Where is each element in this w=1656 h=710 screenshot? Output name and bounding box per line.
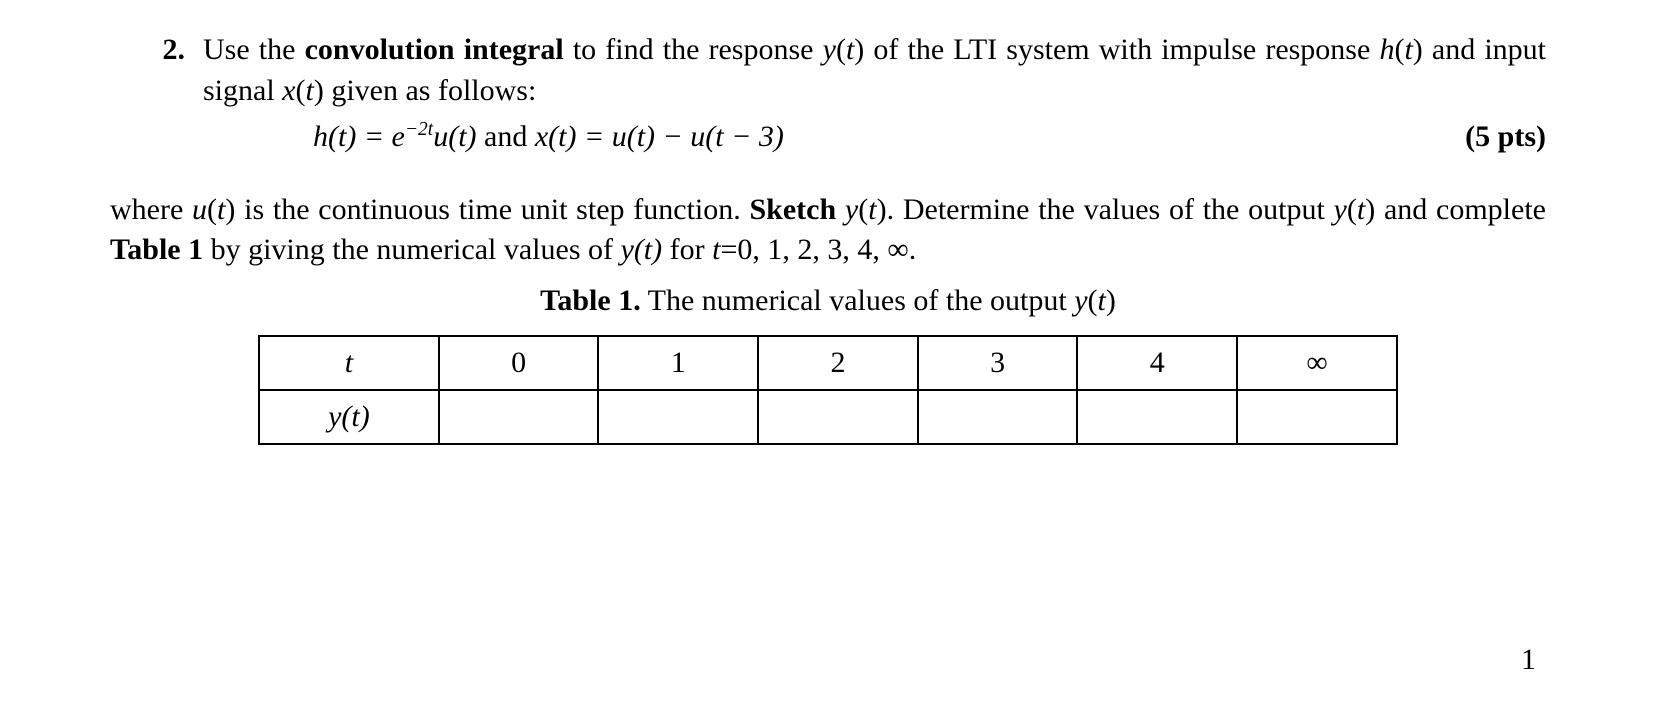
math-y: y (1074, 284, 1087, 317)
caption-bold: Table 1. (540, 284, 641, 317)
text-fragment: for (662, 233, 712, 266)
bold-convolution: convolution integral (305, 33, 564, 66)
math-y: y (1334, 193, 1347, 226)
table-caption: Table 1. The numerical values of the out… (110, 281, 1546, 322)
text-fragment: and complete (1375, 193, 1546, 226)
page: 2. Use the convolution integral to find … (0, 0, 1656, 710)
table-cell: ∞ (1237, 336, 1397, 390)
table-cell (918, 390, 1078, 444)
eq-h-lhs: h(t) = e (313, 120, 405, 153)
table-cell (1077, 390, 1237, 444)
eq-x: x(t) = u(t) − u(t − 3) (535, 120, 784, 153)
math-paren: (t) (858, 193, 886, 226)
eq-h-rhs: u(t) (433, 120, 476, 153)
table-cell (439, 390, 599, 444)
text-fragment: of the LTI system with impulse response (864, 33, 1379, 66)
table-cell (598, 390, 758, 444)
math-paren: (t) (207, 193, 235, 226)
table-cell: 2 (758, 336, 918, 390)
text-fragment (836, 193, 845, 226)
bold-sketch: Sketch (749, 193, 836, 226)
text-fragment: Use the (203, 33, 305, 66)
math-paren: (t) (1088, 284, 1116, 317)
table-header-yt: y(t) (259, 390, 439, 444)
math-y: y (845, 193, 858, 226)
table-1: t 0 1 2 3 4 ∞ y(t) (258, 335, 1398, 445)
table-header-t: t (259, 336, 439, 390)
problem-number: 2. (110, 30, 203, 172)
table-cell: 0 (439, 336, 599, 390)
math-x: x (282, 74, 295, 107)
text-fragment: . Determine the values of the output (887, 193, 1334, 226)
paragraph-2: where u(t) is the continuous time unit s… (110, 190, 1546, 271)
eq-h-exp: −2t (405, 119, 433, 140)
table-row: y(t) (259, 390, 1397, 444)
math-u: u (192, 193, 207, 226)
table-cell: 3 (918, 336, 1078, 390)
table-cell (1237, 390, 1397, 444)
math-h: h (1379, 33, 1394, 66)
math-y: y (823, 33, 836, 66)
math-paren: (t) (296, 74, 324, 107)
text-fragment: by giving the numerical values of (203, 233, 620, 266)
equation-row: h(t) = e−2tu(t) and x(t) = u(t) − u(t − … (203, 117, 1546, 158)
equation: h(t) = e−2tu(t) and x(t) = u(t) − u(t − … (313, 117, 784, 158)
eq-and: and (477, 120, 535, 153)
math-paren: (t) (836, 33, 864, 66)
table-cell: 1 (598, 336, 758, 390)
math-yt: y(t) (621, 233, 663, 266)
table-cell (758, 390, 918, 444)
problem-text: Use the convolution integral to find the… (203, 30, 1546, 172)
points-label: (5 pts) (1465, 117, 1546, 158)
table-cell: 4 (1077, 336, 1237, 390)
page-number: 1 (1521, 640, 1536, 681)
table-row: t 0 1 2 3 4 ∞ (259, 336, 1397, 390)
text-fragment: where (110, 193, 192, 226)
text-fragment: is the continuous time unit step functio… (235, 193, 749, 226)
text-fragment: given as follows: (324, 74, 536, 107)
math-paren: (t) (1394, 33, 1422, 66)
text-fragment: =0, 1, 2, 3, 4, ∞. (720, 233, 916, 266)
text-fragment: to find the response (564, 33, 823, 66)
bold-table1: Table 1 (110, 233, 203, 266)
math-paren: (t) (1347, 193, 1375, 226)
caption-text: The numerical values of the output (641, 284, 1075, 317)
problem-block: 2. Use the convolution integral to find … (110, 30, 1546, 172)
